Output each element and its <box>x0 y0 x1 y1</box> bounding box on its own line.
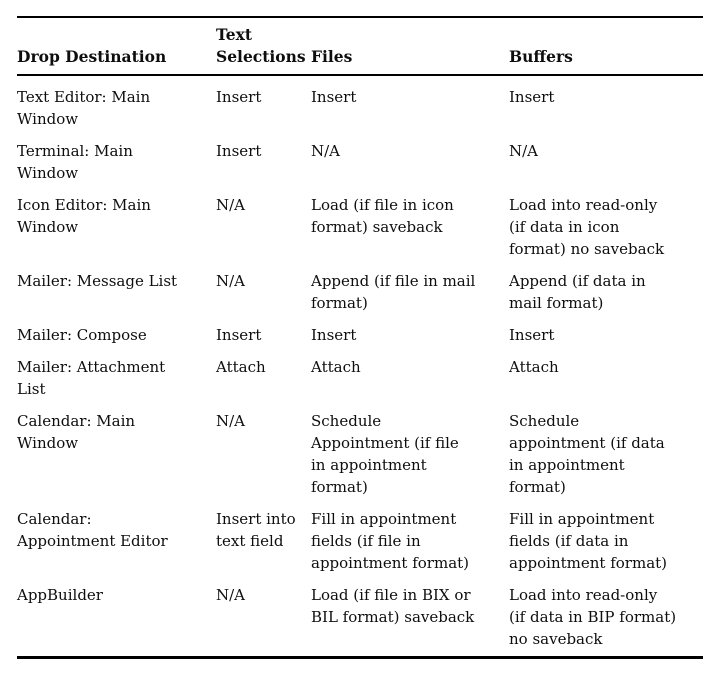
table-cell: Calendar: Appointment Editor <box>17 510 168 550</box>
table-row: Icon Editor: Main Window N/A Load (if fi… <box>17 184 703 260</box>
table-cell: Append (if data in mail format) <box>509 272 646 312</box>
document-page: Drop Destination Text Selections Files B… <box>0 16 722 659</box>
column-header-text-selections: Text Selections <box>216 17 311 76</box>
table-cell: Fill in appointment fields (if data in a… <box>509 510 668 572</box>
table-cell: Load into read-only (if data in icon for… <box>509 196 665 258</box>
table-cell: N/A <box>509 142 539 160</box>
table-cell: Insert <box>509 326 555 344</box>
table-cell: Insert <box>216 142 262 160</box>
table-row: AppBuilder N/A Load (if file in BIX or B… <box>17 574 703 658</box>
table-cell: N/A <box>216 272 246 290</box>
table-cell: Load (if file in icon format) saveback <box>311 196 454 236</box>
table-cell: Schedule appointment (if data in appoint… <box>509 412 665 496</box>
table-cell: Insert <box>311 88 357 106</box>
table-cell: Attach <box>509 358 559 376</box>
table-row: Mailer: Attachment List Attach Attach At… <box>17 346 703 400</box>
table-cell: Insert <box>216 326 262 344</box>
column-header-files: Files <box>311 17 509 76</box>
table-cell: N/A <box>216 196 246 214</box>
table-cell: Fill in appointment fields (if file in a… <box>311 510 470 572</box>
table-row: Mailer: Compose Insert Insert Insert <box>17 314 703 346</box>
table-cell: Insert <box>216 88 262 106</box>
table-cell: Insert <box>509 88 555 106</box>
table-cell: Attach <box>216 358 266 376</box>
table-cell: Insert into text field <box>216 510 296 550</box>
table-cell: Load (if file in BIX or BIL format) save… <box>311 586 475 626</box>
table-cell: Insert <box>311 326 357 344</box>
table-cell: Mailer: Attachment List <box>17 358 166 398</box>
table-cell: Attach <box>311 358 361 376</box>
column-header-buffers: Buffers <box>509 17 703 76</box>
table-cell: Mailer: Message List <box>17 272 178 290</box>
table-cell: Mailer: Compose <box>17 326 147 344</box>
table-cell: AppBuilder <box>17 586 103 604</box>
table-cell: N/A <box>311 142 341 160</box>
table-row: Calendar: Appointment Editor Insert into… <box>17 498 703 574</box>
drop-destination-table: Drop Destination Text Selections Files B… <box>17 16 703 659</box>
table-row: Calendar: Main Window N/A Schedule Appoi… <box>17 400 703 498</box>
table-row: Terminal: Main Window Insert N/A N/A <box>17 130 703 184</box>
table-cell: Text Editor: Main Window <box>17 88 151 128</box>
table-cell: Schedule Appointment (if file in appoint… <box>311 412 459 496</box>
table-cell: Terminal: Main Window <box>17 142 133 182</box>
table-cell: N/A <box>216 586 246 604</box>
table-cell: Load into read-only (if data in BIP form… <box>509 586 677 648</box>
table-cell: Icon Editor: Main Window <box>17 196 151 236</box>
table-row: Text Editor: Main Window Insert Insert I… <box>17 75 703 130</box>
column-header-drop-destination: Drop Destination <box>17 17 216 76</box>
table-row: Mailer: Message List N/A Append (if file… <box>17 260 703 314</box>
table-header-row: Drop Destination Text Selections Files B… <box>17 17 703 76</box>
table-cell: N/A <box>216 412 246 430</box>
table-cell: Calendar: Main Window <box>17 412 136 452</box>
table-cell: Append (if file in mail format) <box>311 272 476 312</box>
